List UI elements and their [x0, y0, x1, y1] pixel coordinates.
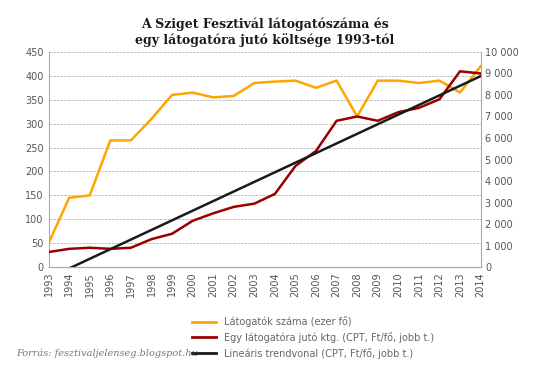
Legend: Látogatók száma (ezer fő), Egy látogatóra jutó ktg. (CPT, Ft/fő, jobb t.), Lineá: Látogatók száma (ezer fő), Egy látogatór… [192, 316, 434, 359]
Text: Forrás: fesztivaljelenseg.blogspot.hu: Forrás: fesztivaljelenseg.blogspot.hu [16, 349, 198, 358]
Title: A Sziget Fesztivál látogatószáma és
egy látogatóra jutó költsége 1993-tól: A Sziget Fesztivál látogatószáma és egy … [135, 17, 394, 47]
